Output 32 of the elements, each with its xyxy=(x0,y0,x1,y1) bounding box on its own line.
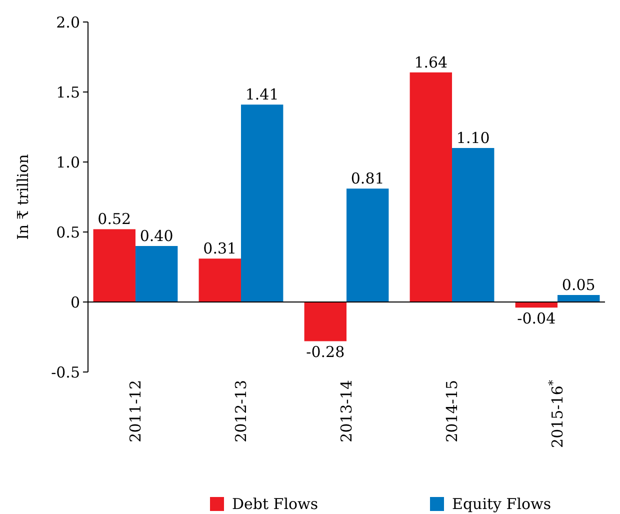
bar xyxy=(198,258,241,302)
x-tick-label: 2012-13 xyxy=(232,380,250,442)
bar xyxy=(240,104,284,302)
data-label: 0.52 xyxy=(98,210,132,228)
y-tick-label: 0 xyxy=(70,293,80,312)
y-axis-title: In ₹ trillion xyxy=(14,154,32,240)
data-label: 1.64 xyxy=(414,53,448,72)
y-tick-label: 0.5 xyxy=(56,223,80,242)
data-label: 0.31 xyxy=(203,240,237,258)
bar xyxy=(410,72,452,302)
x-tick-label: 2011-12 xyxy=(126,380,144,442)
legend-label: Debt Flows xyxy=(232,495,318,513)
legend-label: Equity Flows xyxy=(452,495,552,513)
y-tick-label: 1.5 xyxy=(56,83,80,102)
x-tick-label: 2014-15 xyxy=(443,380,462,442)
bar xyxy=(304,302,346,342)
data-label: 0.05 xyxy=(562,276,596,294)
data-label: 0.81 xyxy=(350,170,384,188)
bar xyxy=(558,295,600,302)
data-label: -0.28 xyxy=(306,343,345,362)
y-tick-label: 1.0 xyxy=(56,153,80,172)
y-tick-label: -0.5 xyxy=(51,363,80,382)
data-label: 1.10 xyxy=(456,129,490,147)
y-tick-label: 2.0 xyxy=(56,13,80,32)
bar xyxy=(135,246,178,302)
data-label: 0.40 xyxy=(140,227,174,245)
data-label: -0.04 xyxy=(517,310,556,328)
bar xyxy=(93,229,136,302)
bar xyxy=(346,188,389,302)
data-label: 1.41 xyxy=(245,86,279,104)
bar xyxy=(452,148,494,302)
x-tick-label: 2013-14 xyxy=(338,380,356,442)
